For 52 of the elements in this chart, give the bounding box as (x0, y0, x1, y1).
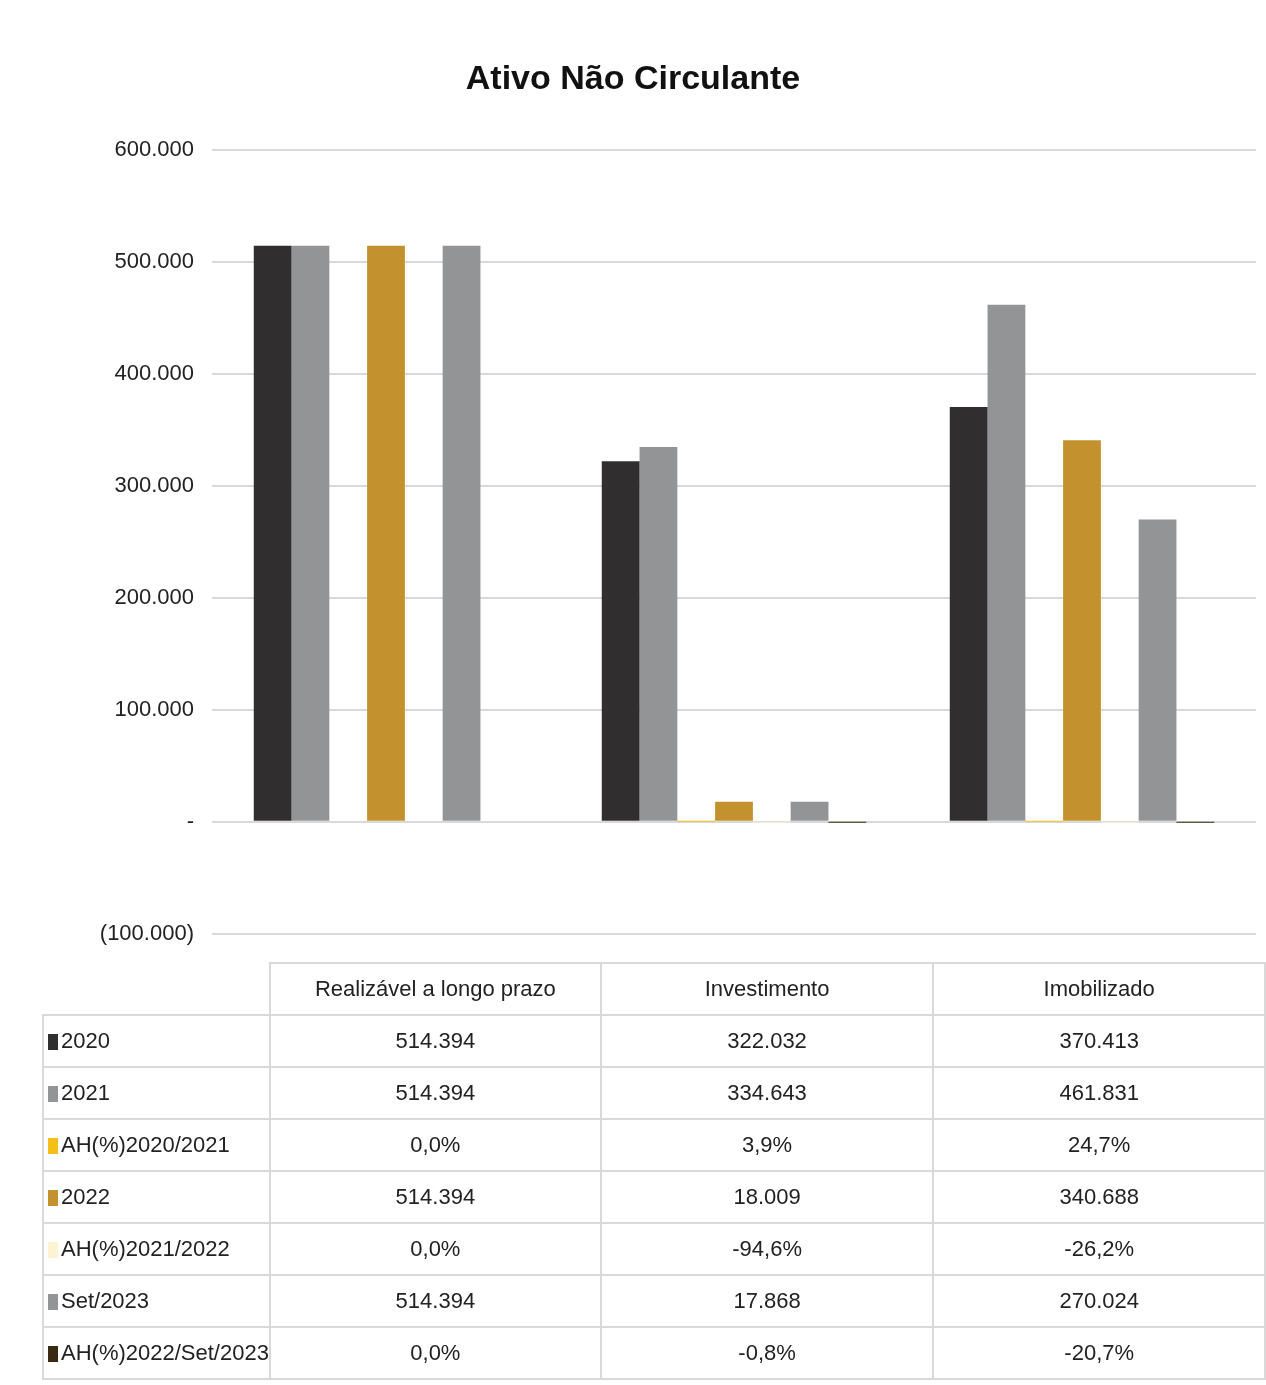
data-label: 0,0% (269, 1327, 601, 1379)
data-label: 270.024 (933, 1275, 1265, 1327)
bar (987, 304, 1026, 821)
data-label: -20,7% (933, 1327, 1265, 1379)
bar (367, 245, 405, 821)
data-label: -26,2% (933, 1223, 1265, 1275)
data-label: 0,0% (269, 1223, 601, 1275)
y-tick-label: 300.000 (114, 471, 194, 497)
legend-label: Set/2023 (43, 1275, 270, 1327)
legend-label: 2021 (43, 1067, 270, 1119)
chart-title: Ativo Não Circulante (464, 58, 802, 97)
bar (1138, 519, 1177, 821)
data-label: 514.394 (269, 1171, 601, 1223)
data-label: -0,8% (600, 1327, 934, 1379)
data-label: 514.394 (269, 1067, 601, 1119)
bar (949, 407, 988, 821)
x-tick-label: Investimento (600, 963, 934, 1015)
data-label: 514.394 (269, 1015, 601, 1067)
y-tick-label: 600.000 (114, 136, 194, 162)
bar (601, 461, 640, 821)
data-label: 334.643 (600, 1067, 934, 1119)
legend-label: AH(%)2022/Set/2023 (43, 1327, 270, 1379)
data-label: 24,7% (933, 1119, 1265, 1171)
data-label: 370.413 (933, 1015, 1265, 1067)
y-tick-label: (100.000) (99, 919, 194, 945)
bar (715, 801, 753, 821)
data-label: 322.032 (600, 1015, 934, 1067)
bar (442, 245, 481, 821)
data-label: 461.831 (933, 1067, 1265, 1119)
y-tick-label: - (186, 807, 194, 833)
x-tick-label: Imobilizado (933, 963, 1265, 1015)
legend-label: 2020 (43, 1015, 270, 1067)
y-tick-label: 500.000 (114, 248, 194, 274)
bar (253, 245, 292, 821)
data-label: -94,6% (600, 1223, 934, 1275)
data-label: 514.394 (269, 1275, 601, 1327)
y-tick-label: 200.000 (114, 583, 194, 609)
bar (1063, 440, 1101, 821)
legend-label: AH(%)2021/2022 (43, 1223, 270, 1275)
data-label: 18.009 (600, 1171, 934, 1223)
y-tick-label: 400.000 (114, 360, 194, 386)
legend-label: AH(%)2020/2021 (43, 1119, 270, 1171)
data-label: 340.688 (933, 1171, 1265, 1223)
y-tick-label: 100.000 (114, 695, 194, 721)
legend-label: 2022 (43, 1171, 270, 1223)
data-label: 17.868 (600, 1275, 934, 1327)
bar (291, 245, 330, 821)
data-label: 0,0% (269, 1119, 601, 1171)
bar (639, 447, 678, 821)
x-tick-label: Realizável a longo prazo (269, 963, 601, 1015)
data-label: 3,9% (600, 1119, 934, 1171)
bar (790, 801, 829, 821)
